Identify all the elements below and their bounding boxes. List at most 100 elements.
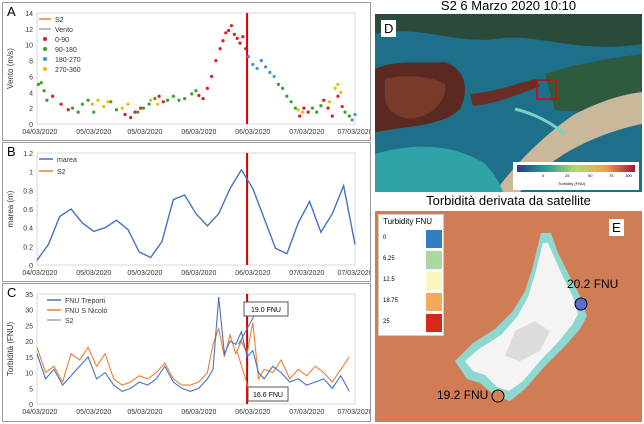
panel-label-b: B [7,144,16,159]
scatter-point-90-180 [39,81,43,85]
scatter-point-90-180 [194,89,198,93]
scatter-point-90-180 [136,110,140,114]
x-tick-label: 07/03/2020 [289,409,324,416]
colorbar-label: Turbidity (FNU) [558,181,586,186]
scatter-point-90-180 [70,106,75,110]
scatter-point-90-180 [86,98,90,102]
y-tick-label: 25 [25,323,33,330]
scatter-point-90-180 [177,98,181,102]
panel-a-wind-chart: 0 2 4 6 8 10 12 14 04/03/2020 05/03/2020 05/03/202… [2,2,371,141]
scatter-point-0-90 [59,102,63,106]
y-tick-label: 0 [29,122,33,129]
legend-label: 180-270 [55,57,81,64]
colorbar-tick-0: 0 [542,173,545,178]
scatter-point-90-180 [347,114,351,118]
y-tick-label: 0.6 [23,207,33,214]
scatter-point-0-90 [298,114,302,118]
scatter-point-0-90 [210,74,214,79]
scatter-point-0-90 [224,31,228,35]
panel-label-a: A [7,4,16,19]
y-tick-label: 10 [25,43,33,50]
scatter-point-0-90 [51,94,55,98]
satellite-panels: S2 6 Marzo 2020 10:10 0 25 [373,0,644,424]
x-tick-label: 07/03/2020 [337,270,370,277]
x-tick-label: 04/03/2020 [22,129,57,136]
scatter-point-90-180 [293,106,297,110]
scatter-point-90-180 [166,98,170,102]
scatter-point-180-270 [350,118,354,122]
scatter-point-0-90 [227,28,231,33]
legend-item-1: 6.25 [379,249,443,271]
legend-title: Turbidity FNU [383,217,433,226]
scatter-point-0-90 [139,106,143,110]
legend-item-4: 25 [379,312,443,334]
y-tick-label: 0.8 [23,188,33,195]
y-tick-label: 12 [25,27,33,34]
scatter-point-270-360 [96,98,100,102]
tide-chart-svg: 0 0.2 0.4 0.6 0.8 1 1.2 04/03/2020 05/03/2020 05/… [6,151,370,277]
legend-label: S2 [57,169,66,176]
scatter-point-0-90 [235,36,239,40]
scatter-point-180-270 [353,112,357,117]
scatter-point-180-270 [268,70,272,75]
scatter-point-90-180 [276,82,280,86]
annotation-arrow-16 [236,351,249,388]
x-tick-label: 05/03/2020 [127,409,162,416]
x-tick-label: 07/03/2020 [289,270,324,277]
x-tick-label: 04/03/2020 [22,409,57,416]
x-tick-label: 06/03/2020 [181,270,216,277]
y-tick-label: 6 [29,74,33,81]
scatter-point-0-90 [241,35,245,39]
panel-b-tide-chart: 0 0.2 0.4 0.6 0.8 1 1.2 04/03/2020 05/03/2020 05/… [2,142,371,282]
scatter-point-270-360 [126,102,130,106]
scatter-point-0-90 [326,106,330,110]
scatter-point-0-90 [157,94,161,98]
scatter-point-0-90 [201,97,205,101]
legend-label: S2 [65,318,74,325]
legend-label: S2 [55,17,64,24]
colorbar-tick-50: 50 [588,173,593,178]
panel-c-turbidity-chart: 0 5 10 15 20 25 30 35 04/03/2020 05/03/2020 05/03/… [2,283,371,422]
legend-item-2: 12.5 [379,270,443,292]
scatter-point-90-180 [42,89,46,93]
y-tick-label: 1.2 [23,151,33,158]
scatter-point-270-360 [102,104,106,109]
scatter-point-180-270 [251,62,255,67]
satellite-title: S2 6 Marzo 2020 10:10 [440,0,577,13]
y-tick-label: 2 [29,106,33,113]
legend-item-0: 0 [379,228,443,250]
scatter-point-180-270 [272,74,276,79]
wind-chart-svg: 0 2 4 6 8 10 12 14 04/03/2020 05/03/2020 05/03/202… [6,11,370,136]
y-tick-label: 5 [29,386,33,393]
scatter-point-0-90 [133,110,137,114]
scatter-point-180-270 [259,58,263,63]
legend-label: 90-180 [55,47,77,54]
scatter-point-90-180 [310,106,315,110]
scatter-point-180-270 [246,55,251,59]
scatter-point-0-90 [221,39,225,43]
scatter-point-90-180 [153,97,157,101]
legend-swatch-1 [426,251,442,269]
scatter-point-0-90 [129,116,133,120]
scatter-point-270-360 [333,86,337,90]
legend-swatch-2 [426,272,442,290]
scatter-point-0-90 [244,47,248,51]
legend-item-3: 18.75 [379,291,443,313]
scatter-point-180-270 [263,65,268,69]
y-tick-label: 10 [25,371,33,378]
y-tick-label: 15 [25,355,33,362]
legend-label: FNU S Nicolò [65,308,108,315]
legend-dot-90-180 [43,47,47,51]
legend-dot-180-270 [43,57,47,61]
point2-value: 19.2 FNU [437,388,489,402]
scatter-point-270-360 [336,82,340,86]
y-tick-label: 0 [29,263,33,270]
x-tick-label: 06/03/2020 [181,129,216,136]
scatter-point-270-360 [148,98,153,102]
x-tick-label: 05/03/2020 [76,409,111,416]
series-line-marea [36,168,356,261]
y-tick-label: 0.2 [23,244,33,251]
scatter-point-0-90 [218,47,222,51]
turbidity-chart-svg: 0 5 10 15 20 25 30 35 04/03/2020 05/03/2020 05/03/… [6,292,370,416]
satellite-map-zoom: Turbidity FNU 0 6.25 12.5 18.75 25 E 20.… [375,211,642,422]
